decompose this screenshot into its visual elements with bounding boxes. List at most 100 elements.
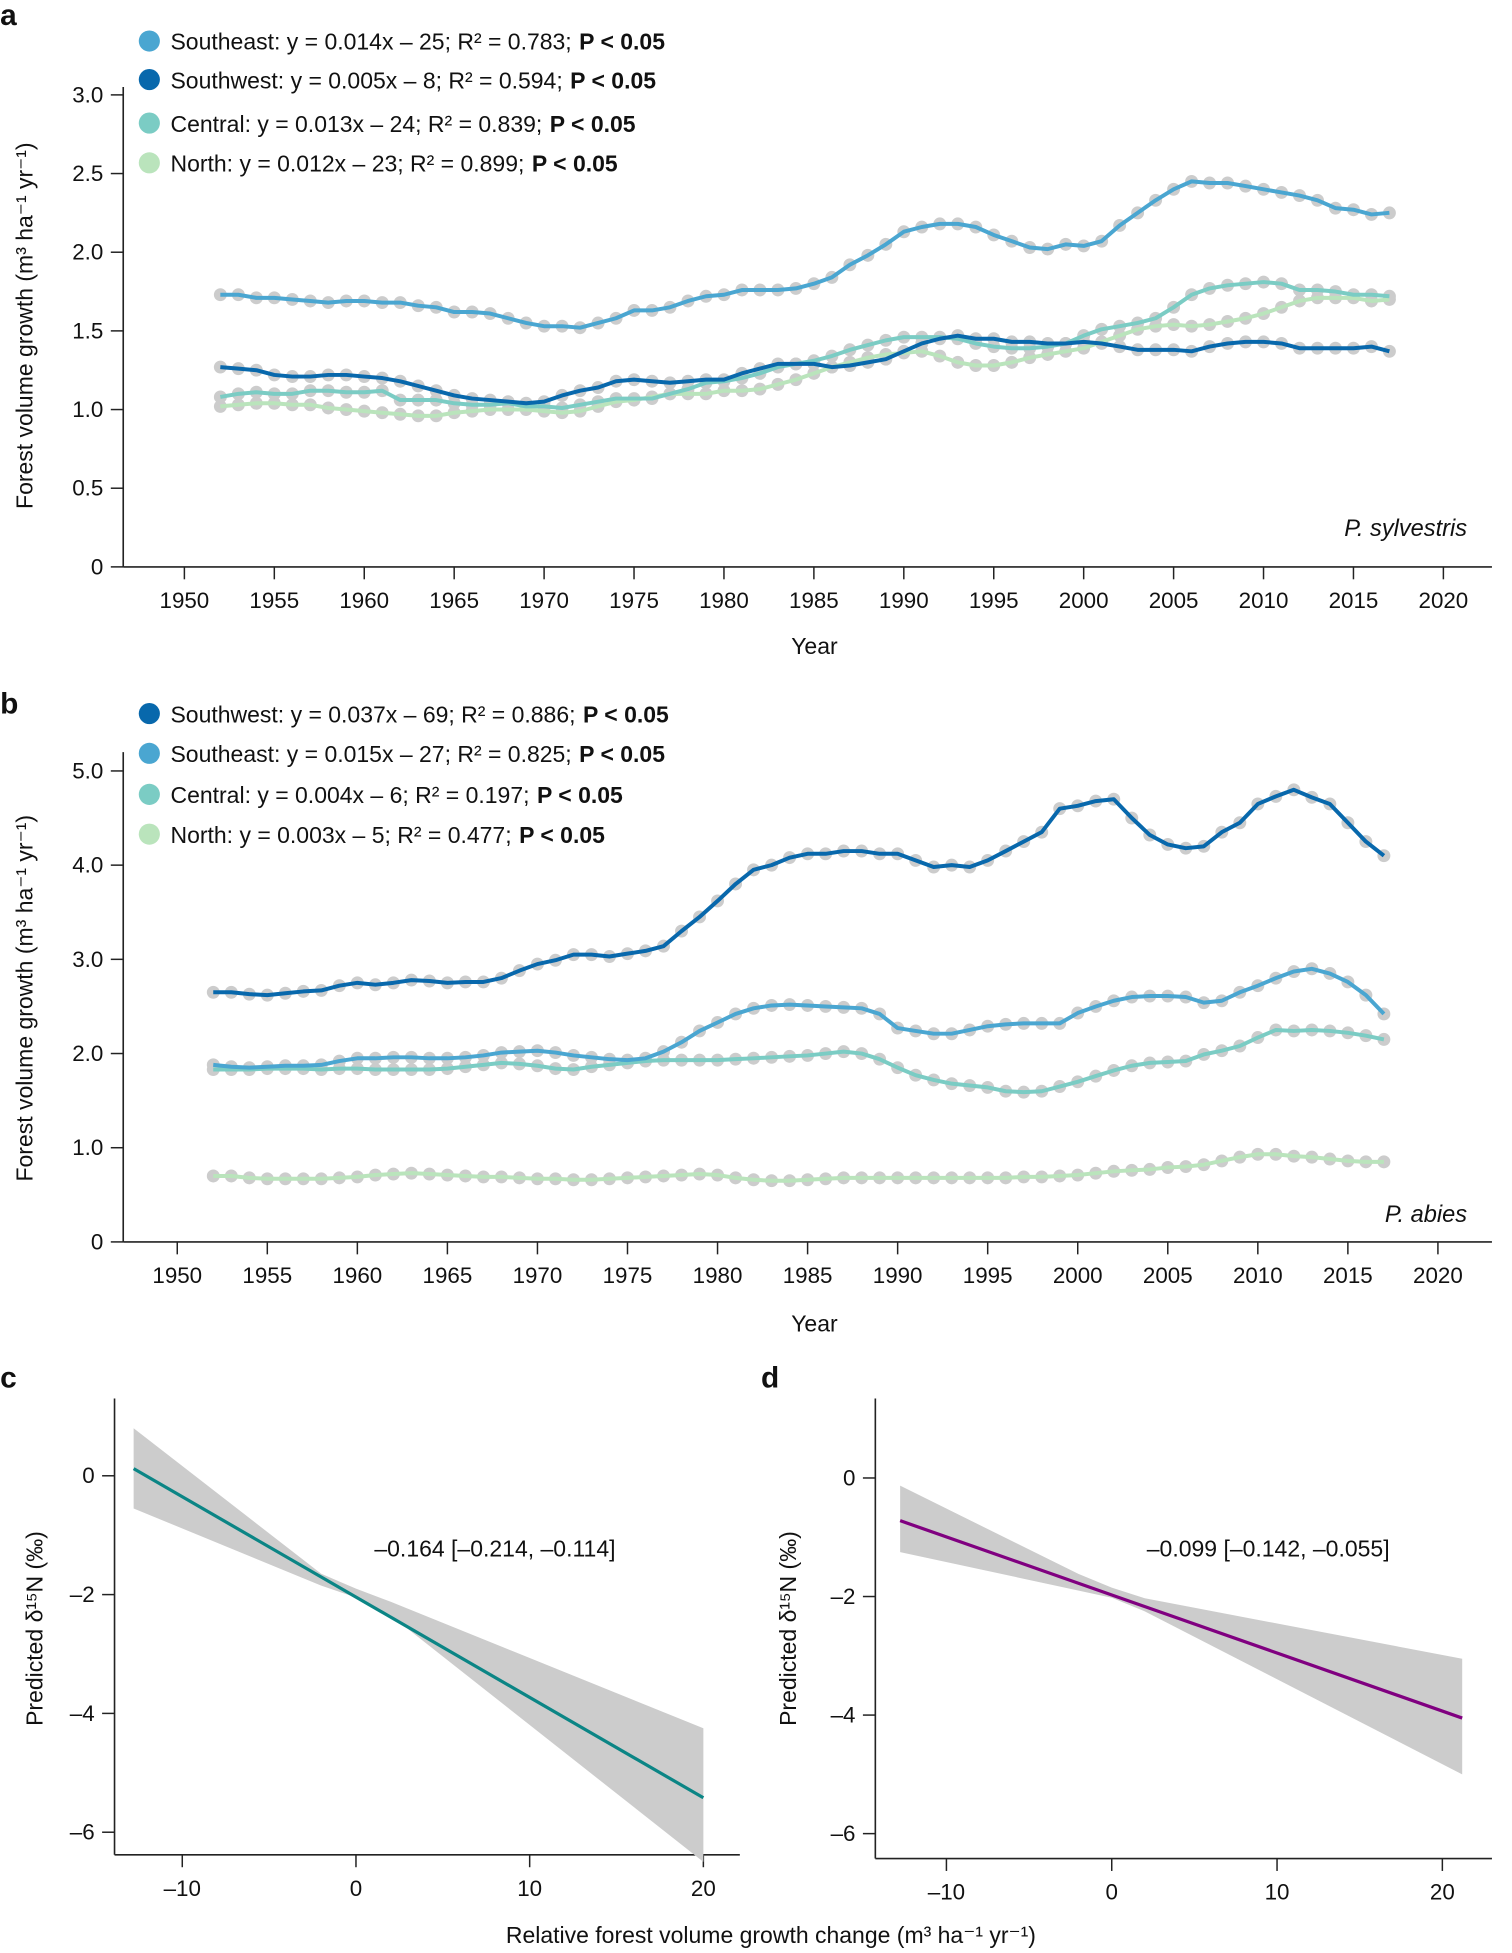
x-tick-label: 1980 [699, 588, 749, 613]
y-tick-label: 2.0 [72, 1041, 103, 1066]
legend-label-central: Central: y = 0.004x – 6; R² = 0.197; [170, 782, 529, 808]
legend-marker-north [138, 152, 160, 174]
legend-p-value: P < 0.05 [532, 151, 618, 177]
y-tick-label: –6 [831, 1821, 856, 1846]
regression-line-d [899, 1519, 1463, 1720]
y-tick-label: 4.0 [72, 853, 103, 878]
legend-marker-central [138, 783, 160, 805]
x-tick-label: 1990 [873, 1263, 923, 1288]
y-tick-label: –2 [831, 1584, 856, 1609]
y-tick-label: 0 [82, 1463, 94, 1488]
y-axis-label-a: Forest volume growth (m³ ha⁻¹ yr⁻¹) [11, 142, 37, 509]
legend-label-southwest: Southwest: y = 0.005x – 8; R² = 0.594; [170, 67, 562, 93]
y-tick-label: 5.0 [72, 758, 103, 783]
species-label-a: P. sylvestris [1344, 516, 1467, 542]
x-tick-label: 2000 [1053, 1263, 1103, 1288]
x-tick-label: 0 [1106, 1880, 1118, 1905]
x-tick-label: 1960 [332, 1263, 382, 1288]
annotation-c: –0.164 [–0.214, –0.114] [374, 1535, 615, 1561]
y-tick-label: –2 [70, 1582, 95, 1607]
series-line-southwest [220, 333, 1390, 406]
y-tick-label: 2.0 [72, 240, 103, 265]
x-tick-label: 1950 [152, 1263, 202, 1288]
legend-marker-central [138, 112, 160, 134]
x-tick-label: 1970 [519, 588, 569, 613]
y-tick-label: 0 [91, 554, 103, 579]
y-tick-label: 1.5 [72, 318, 103, 343]
x-tick-label: 1955 [249, 588, 299, 613]
y-tick-label: 0.5 [72, 476, 103, 501]
data-point-southeast [1382, 206, 1396, 220]
y-axis-label-b: Forest volume growth (m³ ha⁻¹ yr⁻¹) [11, 815, 37, 1182]
x-tick-label: 1965 [423, 1263, 473, 1288]
panel-letter-c: c [0, 1361, 17, 1394]
y-tick-label: 0 [91, 1229, 103, 1254]
series-line-southwest [213, 787, 1386, 998]
legend-p-value: P < 0.05 [579, 29, 665, 55]
x-axis-label-a: Year [791, 633, 838, 659]
x-tick-label: 1965 [429, 588, 479, 613]
panel-letter-a: a [0, 0, 17, 32]
x-tick-label: 2005 [1143, 1263, 1193, 1288]
x-tick-label: 0 [350, 1876, 362, 1901]
series-line-southeast [220, 179, 1390, 330]
x-tick-label: 1995 [963, 1263, 1013, 1288]
x-tick-label: 2020 [1413, 1263, 1463, 1288]
x-tick-label: 2000 [1059, 588, 1109, 613]
y-tick-label: 1.0 [72, 1135, 103, 1160]
x-tick-label: 10 [1265, 1880, 1290, 1905]
x-tick-label: 10 [517, 1876, 542, 1901]
x-tick-label: 2015 [1329, 588, 1379, 613]
legend-marker-southeast [138, 30, 160, 52]
x-tick-label: 2010 [1233, 1263, 1283, 1288]
legend-label-north: North: y = 0.003x – 5; R² = 0.477; [170, 822, 511, 848]
x-tick-label: 1970 [513, 1263, 563, 1288]
legend-p-value: P < 0.05 [550, 111, 636, 137]
x-tick-label: 20 [1430, 1880, 1455, 1905]
x-tick-label: 2020 [1419, 588, 1469, 613]
series-line-north [213, 1152, 1384, 1183]
panel-letter-b: b [0, 688, 18, 721]
x-tick-label: 20 [691, 1876, 716, 1901]
x-tick-label: 2015 [1323, 1263, 1373, 1288]
legend-p-value: P < 0.05 [579, 741, 665, 767]
data-point-southwest [1382, 344, 1396, 358]
legend-p-value: P < 0.05 [570, 67, 656, 93]
confidence-band-d [900, 1485, 1463, 1775]
legend-p-value: P < 0.05 [519, 822, 605, 848]
legend-label-southeast: Southeast: y = 0.014x – 25; R² = 0.783; [170, 29, 571, 55]
y-tick-label: 3.0 [72, 947, 103, 972]
x-tick-label: 1990 [879, 588, 929, 613]
x-tick-label: 1985 [789, 588, 839, 613]
x-tick-label: 2005 [1149, 588, 1199, 613]
regression-line-c [132, 1467, 705, 1800]
y-axis-label-c: Predicted δ¹⁵N (‰) [21, 1531, 47, 1726]
series-group-b [206, 783, 1391, 1188]
x-tick-label: 1960 [339, 588, 389, 613]
x-tick-label: 1995 [969, 588, 1019, 613]
legend-marker-southwest [138, 703, 160, 725]
x-tick-label: 1975 [603, 1263, 653, 1288]
x-tick-label: 1955 [242, 1263, 292, 1288]
y-tick-label: –4 [831, 1703, 856, 1728]
y-tick-label: 3.0 [72, 82, 103, 107]
legend-marker-southwest [138, 68, 160, 91]
legend-label-southwest: Southwest: y = 0.037x – 69; R² = 0.886; [170, 701, 575, 727]
series-line-north [220, 295, 1390, 418]
x-tick-label: 1980 [693, 1263, 743, 1288]
annotation-d: –0.099 [–0.142, –0.055] [1147, 1535, 1390, 1561]
legend-label-southeast: Southeast: y = 0.015x – 27; R² = 0.825; [170, 741, 571, 767]
panel-letter-d: d [761, 1361, 779, 1394]
confidence-band-c [133, 1428, 704, 1862]
y-tick-label: –6 [70, 1820, 95, 1845]
legend-marker-north [138, 823, 160, 845]
x-axis-label-shared: Relative forest volume growth change (m³… [506, 1922, 1036, 1948]
x-tick-label: 1975 [609, 588, 659, 613]
x-tick-label: –10 [164, 1876, 201, 1901]
legend-p-value: P < 0.05 [583, 701, 669, 727]
series-line-central [213, 1027, 1385, 1095]
x-tick-label: –10 [928, 1880, 965, 1905]
species-label-b: P. abies [1385, 1202, 1467, 1228]
x-tick-label: 1950 [160, 588, 210, 613]
